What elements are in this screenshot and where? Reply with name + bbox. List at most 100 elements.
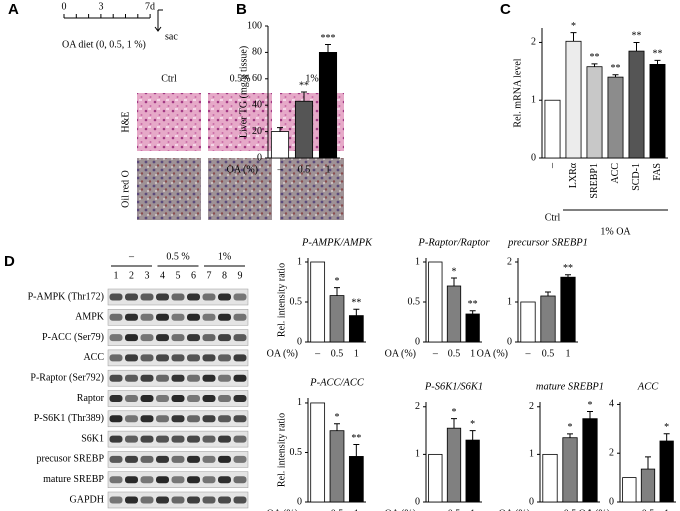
- y-tick-label: 0: [529, 496, 534, 507]
- sac-label: sac: [165, 31, 178, 42]
- x-tick-label: –: [314, 348, 321, 359]
- y-tick-label: 2: [507, 256, 512, 267]
- y-tick-label: 0: [507, 336, 512, 347]
- error-bar: [591, 63, 598, 67]
- bar: [348, 456, 364, 503]
- bar: [565, 40, 582, 159]
- significance: *: [335, 276, 340, 287]
- bar: [628, 50, 645, 159]
- x-tick-label: 1: [354, 348, 359, 359]
- blot-band: [140, 354, 154, 362]
- blot-band: [140, 395, 154, 402]
- panel-label: A: [8, 1, 19, 18]
- error-bar: [570, 32, 577, 42]
- lane-number: 2: [129, 270, 134, 281]
- y-tick-label: 1: [297, 256, 302, 267]
- histology-row: Oil red O: [120, 170, 131, 208]
- bar: [542, 453, 558, 503]
- blot-band: [109, 334, 123, 342]
- blot-band: [218, 313, 231, 321]
- bar: [318, 52, 338, 159]
- lane-number: 1: [114, 270, 119, 281]
- histology-image: [280, 158, 344, 220]
- significance: *: [588, 400, 593, 411]
- blot-band: [218, 435, 231, 443]
- lane-number: 7: [207, 270, 212, 281]
- band-label: precusor SREBP: [37, 454, 105, 465]
- band-label: Raptor: [77, 393, 105, 404]
- sac-arrow: [154, 9, 163, 32]
- bar: [649, 64, 666, 159]
- x-tick-label: –: [525, 348, 532, 359]
- lane-number: 3: [145, 270, 150, 281]
- blot-band: [140, 455, 154, 463]
- blot-band: [218, 293, 231, 301]
- blot-band: [233, 313, 247, 321]
- significance: **: [563, 263, 573, 274]
- lane-group: 0.5 %: [166, 251, 189, 262]
- x-tick-label: 1: [470, 348, 475, 359]
- y-tick-label: 2: [415, 401, 420, 412]
- histology-column: 1%: [305, 73, 318, 84]
- error-bar: [334, 287, 340, 296]
- error-bar: [587, 411, 593, 419]
- significance: **: [299, 80, 309, 91]
- blot-band: [109, 374, 123, 382]
- error-bar: [451, 277, 457, 286]
- band-label: P-AMPK (Thr172): [28, 291, 104, 302]
- blot-band: [140, 476, 154, 484]
- blot-band: [171, 496, 185, 504]
- blot-band: [109, 354, 123, 362]
- chart-title: ACC: [637, 381, 659, 392]
- blot-band: [233, 435, 247, 443]
- blot-band: [125, 435, 138, 443]
- blot-band: [156, 374, 169, 382]
- error-bar: [654, 59, 661, 65]
- blot-band: [109, 455, 123, 463]
- blot-band: [218, 334, 231, 342]
- blot-band: [233, 354, 247, 362]
- significance: *: [568, 422, 573, 433]
- significance: *: [664, 422, 669, 433]
- y-tick-label: 0.5: [290, 296, 303, 307]
- y-tick-label: 1: [507, 296, 512, 307]
- band-label: P-ACC (Ser79): [42, 332, 104, 343]
- x-tick-label: 0.5: [542, 348, 555, 359]
- chart-title: P-S6K1/S6K1: [424, 381, 483, 392]
- bar: [560, 276, 576, 343]
- bar: [582, 418, 598, 503]
- bar: [329, 295, 345, 343]
- chart-title: P-AMPK/AMPK: [301, 237, 373, 248]
- x-axis-label: OA (%): [385, 508, 416, 511]
- blot-band: [125, 395, 138, 402]
- x-axis-label: OA (%): [579, 508, 610, 511]
- x-tick-label: –: [277, 164, 284, 175]
- blot-band: [125, 374, 138, 382]
- blot-band: [156, 496, 169, 504]
- significance: **: [632, 31, 642, 42]
- blot-band: [218, 476, 231, 484]
- y-tick-label: 1: [529, 449, 534, 460]
- blot-band: [171, 313, 185, 321]
- blot-band: [125, 334, 138, 342]
- bar: [446, 427, 462, 503]
- x-tick-label: 1: [588, 508, 593, 511]
- blot-band: [187, 374, 200, 382]
- blot-band: [140, 374, 154, 382]
- x-tick-label: 0.5: [564, 508, 577, 511]
- significance: **: [611, 63, 621, 74]
- blot-band: [187, 455, 200, 463]
- blot-band: [202, 293, 216, 301]
- band-label: S6K1: [81, 433, 104, 444]
- error-bar: [645, 456, 651, 470]
- blot-band: [156, 313, 169, 321]
- histology-column: Ctrl: [161, 73, 177, 84]
- blot-band: [187, 435, 200, 443]
- significance: **: [590, 52, 600, 63]
- y-tick-label: 0: [415, 336, 420, 347]
- timeline-label: 7d: [145, 1, 155, 12]
- bar: [659, 440, 674, 503]
- blot-band: [202, 415, 216, 423]
- x-tick-label: SCD-1: [631, 163, 642, 191]
